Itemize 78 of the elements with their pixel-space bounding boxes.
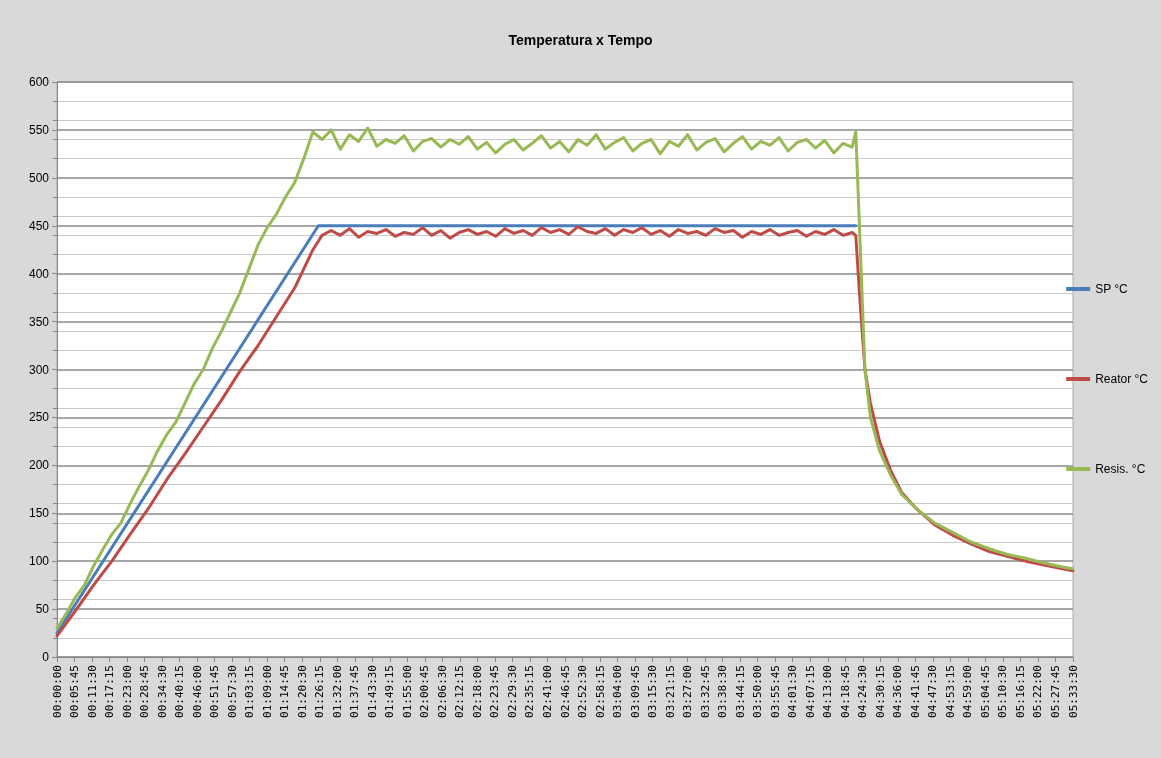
y-tick-label: 50 — [35, 602, 50, 617]
x-tick-label: 00:05:45 — [68, 665, 82, 718]
x-tick-label: 02:58:15 — [593, 665, 607, 718]
x-tick-label: 00:28:45 — [138, 665, 152, 718]
x-tick-label: 00:23:00 — [120, 665, 134, 718]
y-tick-label: 500 — [28, 170, 50, 185]
x-tick-label: 03:09:45 — [628, 665, 642, 718]
legend-label: Resis. °C — [1095, 462, 1146, 476]
line-series — [55, 225, 1075, 638]
x-tick-label: 01:55:00 — [400, 665, 414, 718]
x-tick-label: 00:51:45 — [208, 665, 222, 718]
y-tick-label: 350 — [28, 314, 50, 329]
x-tick-label: 02:06:30 — [435, 665, 449, 718]
x-tick-label: 05:10:30 — [996, 665, 1010, 718]
x-tick-label: 03:50:00 — [751, 665, 765, 718]
x-tick-label: 01:09:00 — [260, 665, 274, 718]
x-tick-label: 02:46:45 — [558, 665, 572, 718]
x-tick-label: 01:14:45 — [278, 665, 292, 718]
x-tick-label: 02:18:00 — [470, 665, 484, 718]
x-tick-label: 02:41:00 — [540, 665, 554, 718]
x-tick-label: 04:30:15 — [873, 665, 887, 718]
x-tick-label: 03:27:00 — [681, 665, 695, 718]
x-tick-label: 03:21:15 — [663, 665, 677, 718]
x-tick-label: 00:40:15 — [173, 665, 187, 718]
y-tick-label: 400 — [28, 266, 50, 281]
y-tick-label: 450 — [28, 218, 50, 233]
y-tick-label: 100 — [28, 554, 50, 569]
x-tick-label: 04:36:00 — [891, 665, 905, 718]
y-tick-label: 300 — [28, 362, 50, 377]
chart-title: Temperatura x Tempo — [508, 32, 653, 48]
x-tick-label: 01:03:15 — [243, 665, 257, 718]
y-tick-label: 200 — [28, 458, 50, 473]
x-tick-label: 03:32:45 — [698, 665, 712, 718]
x-tick-label: 03:55:45 — [768, 665, 782, 718]
y-tick-label: 600 — [28, 75, 50, 89]
x-tick-label: 04:01:30 — [786, 665, 800, 718]
x-tick-label: 02:29:30 — [505, 665, 519, 718]
x-tick-label: 03:38:30 — [716, 665, 730, 718]
x-tick-label: 01:37:45 — [348, 665, 362, 718]
x-tick-label: 00:34:30 — [155, 665, 169, 718]
y-tick-label: 0 — [42, 650, 50, 664]
x-tick-label: 04:53:15 — [943, 665, 957, 718]
x-tick-label: 04:59:00 — [961, 665, 975, 718]
x-tick-label: 04:41:45 — [908, 665, 922, 718]
legend-label: Reator °C — [1095, 372, 1149, 386]
x-tick-label: 03:04:00 — [611, 665, 625, 718]
x-tick-label: 04:24:30 — [856, 665, 870, 718]
y-tick-label: 550 — [28, 122, 50, 137]
y-tick-label: 250 — [28, 410, 50, 425]
x-tick-label: 02:52:30 — [576, 665, 590, 718]
x-tick-label: 01:20:30 — [295, 665, 309, 718]
x-tick-label: 03:15:30 — [646, 665, 660, 718]
x-tick-label: 04:18:45 — [838, 665, 852, 718]
x-tick-label: 00:57:30 — [225, 665, 239, 718]
x-tick-label: 05:33:30 — [1066, 665, 1080, 718]
line-series — [55, 126, 1075, 630]
x-tick-label: 00:00:00 — [50, 665, 64, 718]
x-tick-label: 04:47:30 — [926, 665, 940, 718]
x-tick-label: 03:44:15 — [733, 665, 747, 718]
x-tick-label: 04:13:00 — [821, 665, 835, 718]
x-tick-label: 01:32:00 — [330, 665, 344, 718]
x-tick-label: 02:12:15 — [453, 665, 467, 718]
x-tick-label: 00:46:00 — [190, 665, 204, 718]
x-tick-label: 04:07:15 — [803, 665, 817, 718]
legend-label: SP °C — [1095, 282, 1129, 296]
x-tick-label: 01:43:30 — [365, 665, 379, 718]
x-tick-label: 05:16:15 — [1013, 665, 1027, 718]
x-tick-label: 02:00:45 — [418, 665, 432, 718]
x-tick-label: 05:04:45 — [978, 665, 992, 718]
x-tick-label: 02:23:45 — [488, 665, 502, 718]
x-tick-label: 01:26:15 — [313, 665, 327, 718]
x-tick-label: 02:35:15 — [523, 665, 537, 718]
x-tick-label: 05:27:45 — [1048, 665, 1062, 718]
x-tick-label: 00:11:30 — [85, 665, 99, 718]
y-tick-label: 150 — [28, 506, 50, 521]
x-tick-label: 05:22:00 — [1031, 665, 1045, 718]
x-tick-label: 01:49:15 — [383, 665, 397, 718]
x-tick-label: 00:17:15 — [103, 665, 117, 718]
